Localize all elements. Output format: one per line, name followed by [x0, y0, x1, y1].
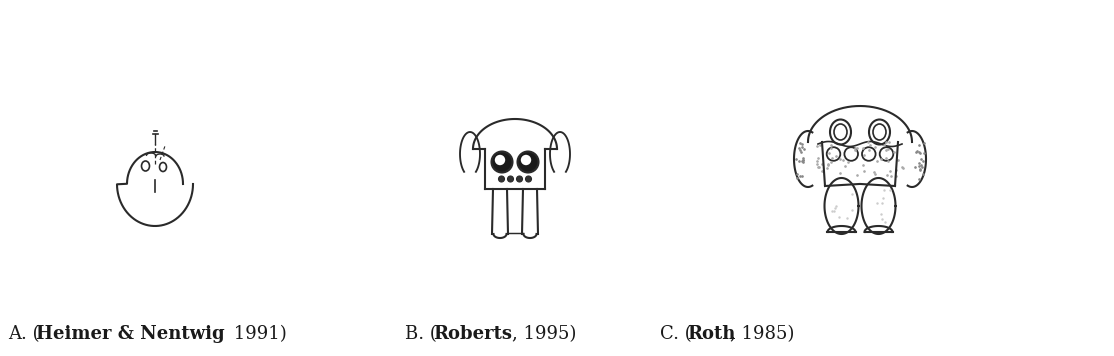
Circle shape	[526, 176, 531, 182]
Circle shape	[491, 152, 512, 173]
Text: Roth: Roth	[687, 325, 735, 343]
Text: C. (: C. (	[659, 325, 692, 343]
Text: , 1995): , 1995)	[512, 325, 576, 343]
Text: Roberts: Roberts	[433, 325, 512, 343]
Circle shape	[495, 155, 506, 165]
Text: Heimer & Nentwig: Heimer & Nentwig	[36, 325, 225, 343]
Text: B. (: B. (	[405, 325, 437, 343]
Text: A. (: A. (	[8, 325, 40, 343]
Text: , 1985): , 1985)	[730, 325, 794, 343]
Circle shape	[517, 176, 522, 182]
Circle shape	[518, 152, 538, 173]
Circle shape	[521, 155, 531, 165]
Circle shape	[508, 176, 514, 182]
Text: 1991): 1991)	[228, 325, 286, 343]
Circle shape	[498, 176, 505, 182]
